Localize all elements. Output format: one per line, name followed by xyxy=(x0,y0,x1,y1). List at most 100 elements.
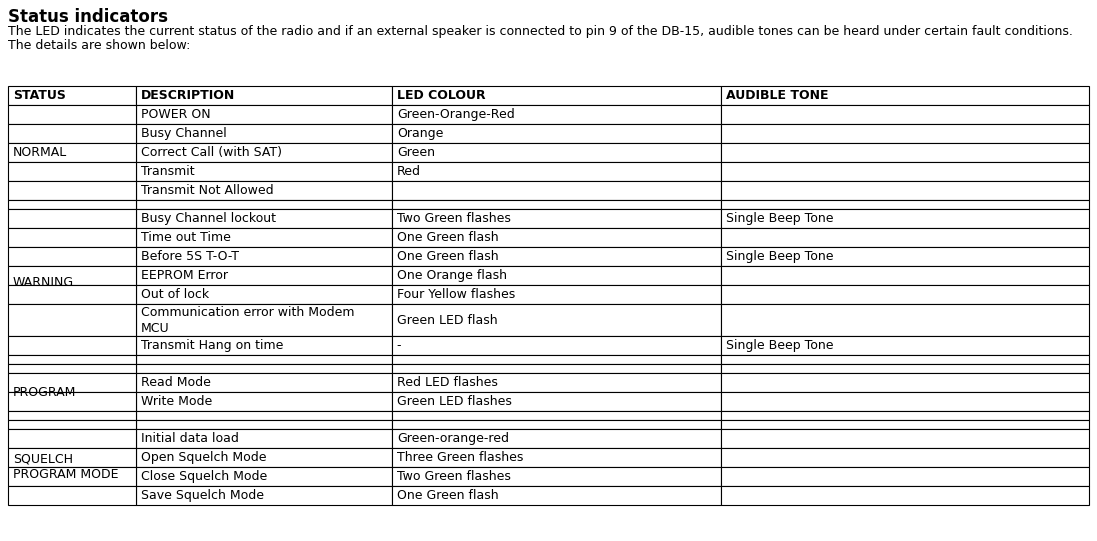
Bar xyxy=(8,467,136,486)
Bar xyxy=(392,228,722,247)
Bar xyxy=(392,124,722,143)
Bar xyxy=(8,86,136,105)
Bar xyxy=(136,373,392,392)
Bar xyxy=(136,247,392,266)
Text: STATUS: STATUS xyxy=(13,89,66,102)
Text: NORMAL: NORMAL xyxy=(13,146,67,159)
Text: LED COLOUR: LED COLOUR xyxy=(397,89,485,102)
Text: Orange: Orange xyxy=(397,127,443,140)
Bar xyxy=(722,266,1089,285)
Bar xyxy=(8,304,136,336)
Bar xyxy=(722,181,1089,200)
Bar xyxy=(392,143,722,162)
Text: WARNING: WARNING xyxy=(13,275,75,288)
Bar xyxy=(8,364,136,373)
Bar xyxy=(392,86,722,105)
Text: One Green flash: One Green flash xyxy=(397,250,498,263)
Text: Communication error with Modem
MCU: Communication error with Modem MCU xyxy=(140,306,354,334)
Bar xyxy=(392,373,722,392)
Text: The LED indicates the current status of the radio and if an external speaker is : The LED indicates the current status of … xyxy=(8,25,1073,38)
Bar xyxy=(392,105,722,124)
Text: Before 5S T-O-T: Before 5S T-O-T xyxy=(140,250,238,263)
Text: Read Mode: Read Mode xyxy=(140,376,211,389)
Bar xyxy=(8,209,136,228)
Bar xyxy=(722,467,1089,486)
Text: Green: Green xyxy=(397,146,434,159)
Bar xyxy=(136,336,392,355)
Bar xyxy=(392,486,722,505)
Text: Green-orange-red: Green-orange-red xyxy=(397,432,509,445)
Bar xyxy=(722,124,1089,143)
Text: Red LED flashes: Red LED flashes xyxy=(397,376,498,389)
Bar xyxy=(8,392,136,411)
Bar xyxy=(136,486,392,505)
Text: Write Mode: Write Mode xyxy=(140,395,212,408)
Text: Close Squelch Mode: Close Squelch Mode xyxy=(140,470,267,483)
Bar xyxy=(722,162,1089,181)
Bar xyxy=(136,105,392,124)
Text: Transmit Not Allowed: Transmit Not Allowed xyxy=(140,184,273,197)
Bar xyxy=(722,429,1089,448)
Bar xyxy=(392,411,722,420)
Bar xyxy=(8,162,136,181)
Text: Three Green flashes: Three Green flashes xyxy=(397,451,523,464)
Bar xyxy=(8,247,136,266)
Text: The details are shown below:: The details are shown below: xyxy=(8,39,191,52)
Bar xyxy=(722,336,1089,355)
Bar xyxy=(136,181,392,200)
Bar xyxy=(8,355,136,364)
Text: -: - xyxy=(397,339,402,352)
Bar xyxy=(136,364,392,373)
Text: Correct Call (with SAT): Correct Call (with SAT) xyxy=(140,146,282,159)
Bar xyxy=(392,285,722,304)
Text: Red: Red xyxy=(397,165,421,178)
Text: Status indicators: Status indicators xyxy=(8,8,168,26)
Bar xyxy=(392,392,722,411)
Bar xyxy=(722,105,1089,124)
Bar xyxy=(136,304,392,336)
Bar xyxy=(136,162,392,181)
Text: Green-Orange-Red: Green-Orange-Red xyxy=(397,108,514,121)
Text: Transmit: Transmit xyxy=(140,165,194,178)
Bar xyxy=(8,448,136,467)
Bar xyxy=(8,420,136,429)
Bar xyxy=(392,336,722,355)
Bar xyxy=(722,411,1089,420)
Bar xyxy=(722,86,1089,105)
Bar xyxy=(136,285,392,304)
Text: EEPROM Error: EEPROM Error xyxy=(140,269,227,282)
Bar xyxy=(722,304,1089,336)
Text: Single Beep Tone: Single Beep Tone xyxy=(726,212,834,225)
Bar xyxy=(392,266,722,285)
Bar xyxy=(392,304,722,336)
Text: Green LED flashes: Green LED flashes xyxy=(397,395,511,408)
Text: Save Squelch Mode: Save Squelch Mode xyxy=(140,489,263,502)
Bar xyxy=(136,355,392,364)
Bar xyxy=(8,411,136,420)
Text: Out of lock: Out of lock xyxy=(140,288,208,301)
Bar xyxy=(392,200,722,209)
Bar xyxy=(722,420,1089,429)
Bar xyxy=(8,228,136,247)
Bar xyxy=(136,266,392,285)
Bar xyxy=(136,420,392,429)
Bar xyxy=(136,467,392,486)
Bar xyxy=(392,162,722,181)
Bar xyxy=(392,355,722,364)
Bar xyxy=(8,486,136,505)
Text: Two Green flashes: Two Green flashes xyxy=(397,212,510,225)
Text: Time out Time: Time out Time xyxy=(140,231,230,244)
Text: Busy Channel lockout: Busy Channel lockout xyxy=(140,212,275,225)
Text: Open Squelch Mode: Open Squelch Mode xyxy=(140,451,267,464)
Text: Four Yellow flashes: Four Yellow flashes xyxy=(397,288,514,301)
Text: SQUELCH
PROGRAM MODE: SQUELCH PROGRAM MODE xyxy=(13,452,118,481)
Text: One Green flash: One Green flash xyxy=(397,231,498,244)
Bar xyxy=(392,448,722,467)
Text: One Orange flash: One Orange flash xyxy=(397,269,507,282)
Bar xyxy=(722,355,1089,364)
Text: AUDIBLE TONE: AUDIBLE TONE xyxy=(726,89,829,102)
Bar xyxy=(8,336,136,355)
Bar xyxy=(136,200,392,209)
Bar xyxy=(136,411,392,420)
Bar xyxy=(722,285,1089,304)
